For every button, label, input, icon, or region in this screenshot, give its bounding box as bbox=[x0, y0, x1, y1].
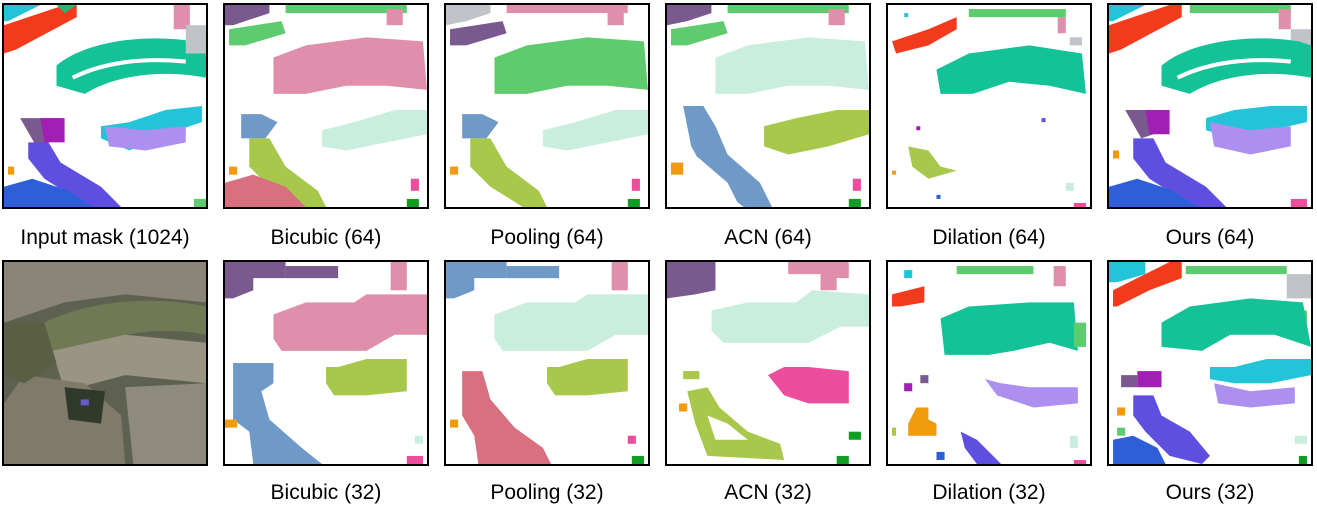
acn-64-panel bbox=[665, 3, 871, 209]
bicubic-64-panel bbox=[223, 3, 429, 209]
bicubic-32-image bbox=[225, 262, 427, 464]
ours-64-panel bbox=[1107, 3, 1313, 209]
dilation-32-panel bbox=[886, 260, 1092, 466]
acn-32-panel bbox=[665, 260, 871, 466]
caption-pooling-32: Pooling (32) bbox=[490, 481, 604, 504]
acn-64-image bbox=[667, 5, 869, 207]
caption-ours-64: Ours (64) bbox=[1165, 226, 1255, 249]
satellite-image bbox=[4, 262, 206, 464]
pooling-64-panel bbox=[444, 3, 650, 209]
dilation-64-image bbox=[892, 9, 1086, 207]
caption-acn-64: ACN (64) bbox=[724, 226, 812, 249]
ours-32-panel bbox=[1107, 260, 1313, 466]
caption-bicubic-32: Bicubic (32) bbox=[270, 481, 382, 504]
caption-acn-32: ACN (32) bbox=[724, 481, 812, 504]
satellite-image-panel bbox=[2, 260, 208, 466]
input-mask-image bbox=[4, 5, 206, 207]
dilation-64-panel bbox=[886, 3, 1092, 209]
caption-dilation-64: Dilation (64) bbox=[932, 226, 1046, 249]
caption-dilation-32: Dilation (32) bbox=[932, 481, 1046, 504]
caption-bicubic-64: Bicubic (64) bbox=[270, 226, 382, 249]
pooling-32-panel bbox=[444, 260, 650, 466]
bicubic-64-image bbox=[225, 5, 427, 207]
dilation-32-image bbox=[892, 266, 1086, 464]
bicubic-32-panel bbox=[223, 260, 429, 466]
ours-64-image bbox=[1109, 5, 1311, 207]
acn-32-image bbox=[667, 262, 869, 464]
ours-32-image bbox=[1109, 262, 1311, 464]
input-mask-panel bbox=[2, 3, 208, 209]
caption-input-mask: Input mask (1024) bbox=[20, 226, 190, 249]
caption-pooling-64: Pooling (64) bbox=[490, 226, 604, 249]
pooling-32-image bbox=[446, 262, 648, 464]
pooling-64-image bbox=[446, 5, 648, 207]
caption-ours-32: Ours (32) bbox=[1165, 481, 1255, 504]
